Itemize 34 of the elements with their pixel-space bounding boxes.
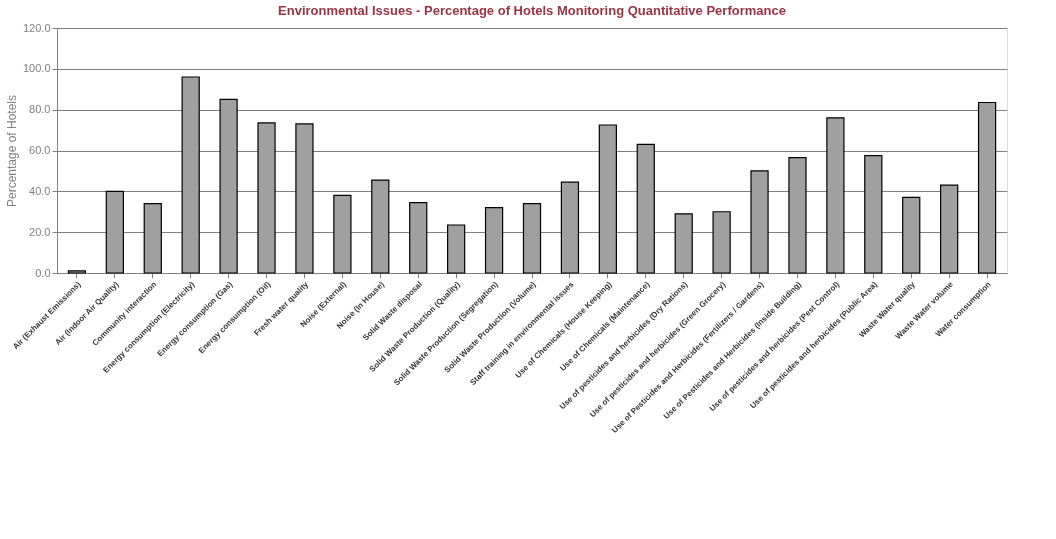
y-axis-title: Percentage of Hotels	[4, 94, 19, 208]
y-tick-label: 0.0	[35, 266, 51, 279]
y-tick-label: 60.0	[29, 144, 51, 156]
bar	[522, 202, 542, 274]
bar	[409, 201, 428, 274]
bar	[371, 179, 390, 274]
bar	[143, 202, 162, 274]
bar	[750, 170, 769, 274]
bar	[902, 196, 921, 274]
bar	[333, 194, 352, 274]
bar	[712, 211, 731, 274]
y-tick-label: 40.0	[29, 184, 51, 197]
bar	[447, 224, 466, 274]
bar	[484, 207, 504, 274]
bar	[219, 98, 238, 274]
bar	[257, 122, 276, 274]
bar	[67, 270, 87, 274]
y-tick-label: 80.0	[29, 103, 51, 116]
bar	[636, 143, 655, 274]
y-tick-label: 120.0	[22, 21, 51, 34]
bar	[826, 117, 845, 274]
y-tick-label: 100.0	[22, 62, 51, 75]
y-tick-label: 20.0	[29, 225, 51, 238]
bar	[977, 101, 997, 274]
bar	[940, 184, 959, 274]
bar	[560, 181, 580, 274]
bar	[674, 213, 693, 274]
bar	[598, 124, 617, 274]
bar	[181, 76, 200, 274]
bar	[105, 190, 124, 274]
chart-title: Environmental Issues - Percentage of Hotels Monitoring Quantitative Performance	[278, 3, 786, 18]
bar	[295, 123, 314, 274]
bar	[864, 155, 883, 274]
bar	[788, 157, 807, 274]
